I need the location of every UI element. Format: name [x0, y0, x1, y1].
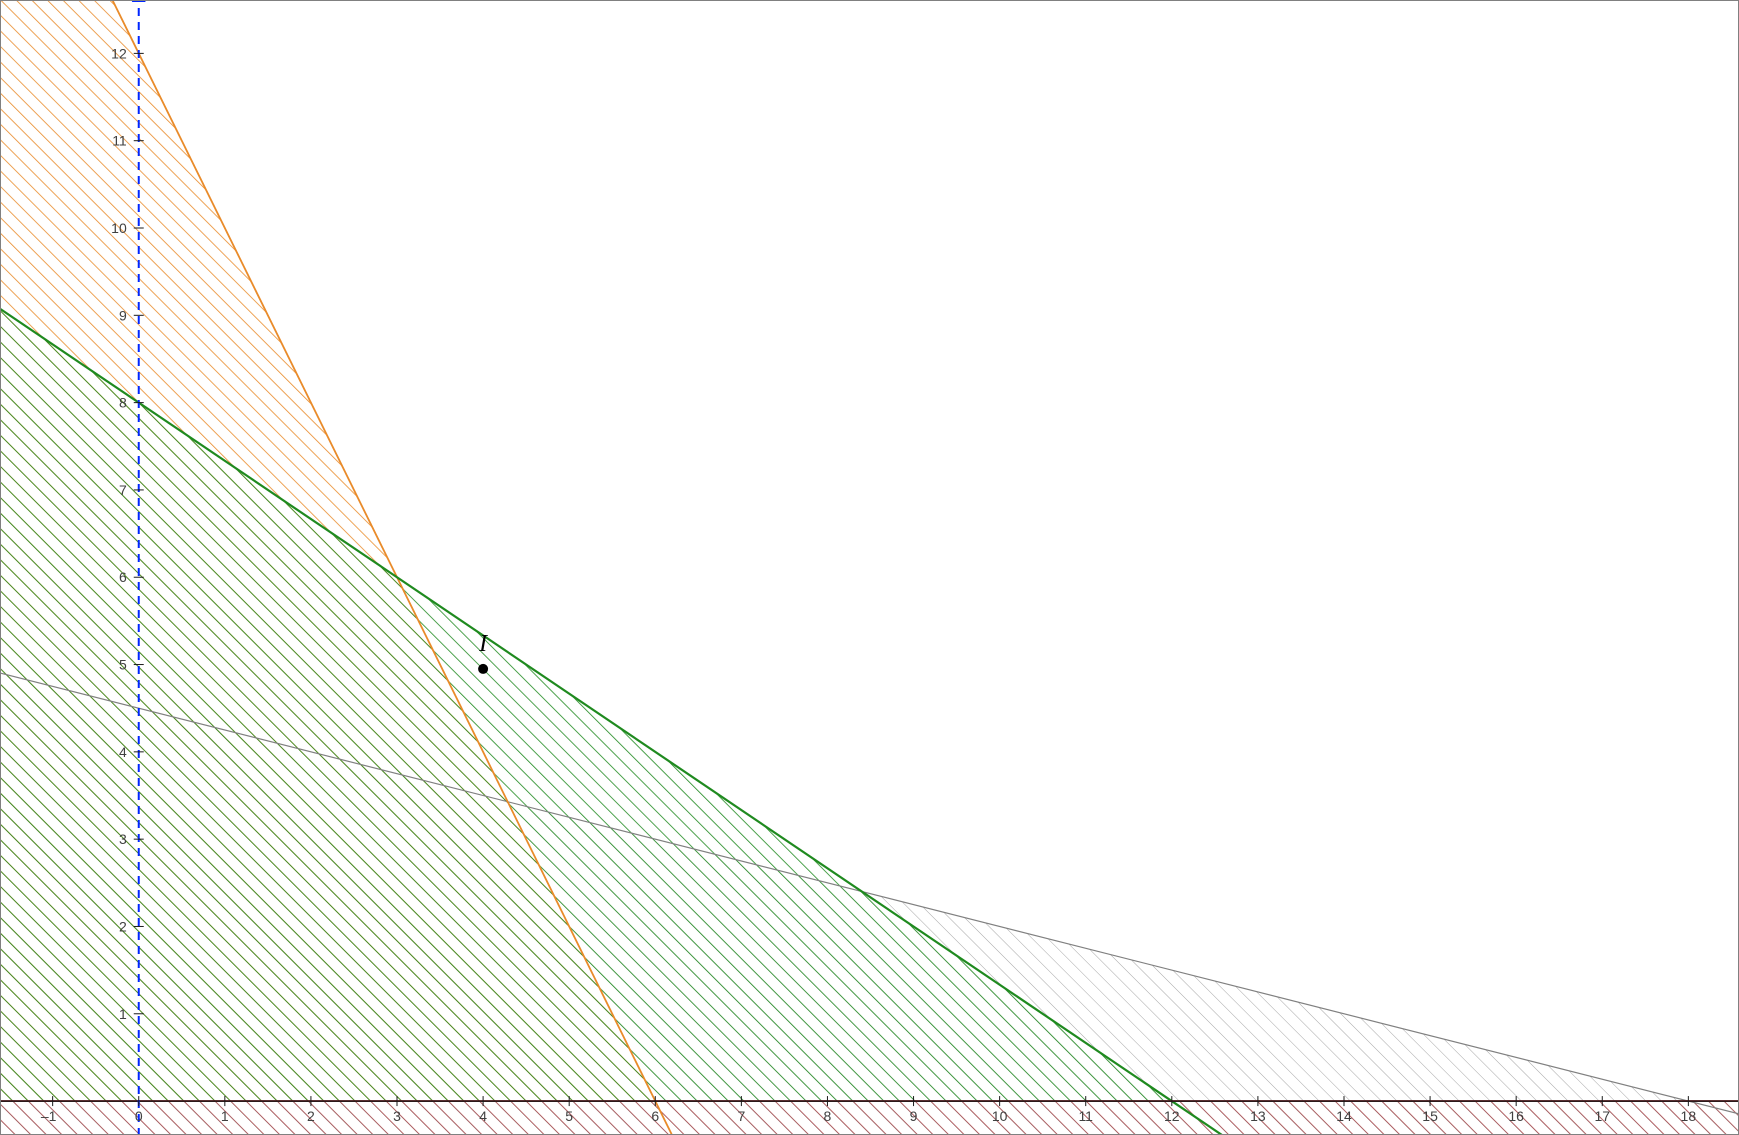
x-tick-label: 11	[1078, 1108, 1093, 1124]
y-tick-label: 1	[119, 1006, 127, 1022]
x-tick-label: 2	[307, 1108, 315, 1124]
y-tick-label: 9	[119, 307, 127, 323]
x-tick-label: 0	[135, 1108, 143, 1124]
x-tick-label: 1	[221, 1108, 229, 1124]
y-tick-label: 12	[111, 45, 127, 61]
point-I	[478, 664, 488, 674]
coordinate-plot: –101234567891011121314151617181234567891…	[0, 0, 1739, 1135]
x-tick-label: 7	[737, 1108, 745, 1124]
x-tick-label: –1	[41, 1108, 57, 1124]
x-tick-label: 6	[651, 1108, 659, 1124]
x-tick-label: 4	[479, 1108, 487, 1124]
x-tick-label: 13	[1250, 1108, 1266, 1124]
x-tick-label: 18	[1681, 1108, 1697, 1124]
y-tick-label: 3	[119, 831, 127, 847]
y-tick-label: 11	[112, 133, 127, 149]
x-tick-label: 9	[910, 1108, 918, 1124]
x-tick-label: 16	[1508, 1108, 1524, 1124]
x-tick-label: 14	[1336, 1108, 1352, 1124]
x-tick-label: 10	[992, 1108, 1008, 1124]
x-tick-label: 3	[393, 1108, 401, 1124]
x-tick-label: 12	[1164, 1108, 1180, 1124]
y-tick-label: 7	[119, 482, 127, 498]
y-tick-label: 4	[119, 744, 127, 760]
point-I-label: I	[478, 631, 488, 657]
x-tick-label: 15	[1422, 1108, 1438, 1124]
y-tick-label: 8	[119, 395, 127, 411]
x-tick-label: 8	[824, 1108, 832, 1124]
y-tick-label: 10	[111, 220, 127, 236]
chart-svg: –101234567891011121314151617181234567891…	[1, 1, 1739, 1135]
y-tick-label: 2	[119, 918, 127, 934]
y-tick-label: 5	[119, 657, 127, 673]
y-tick-label: 6	[119, 569, 127, 585]
x-tick-label: 17	[1594, 1108, 1610, 1124]
x-tick-label: 5	[565, 1108, 573, 1124]
